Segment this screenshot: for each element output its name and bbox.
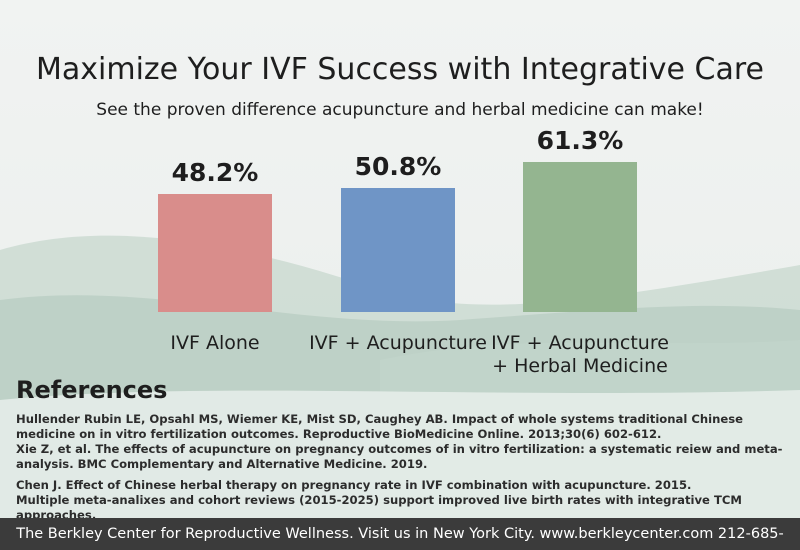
subtitle: See the proven difference acupuncture an… xyxy=(96,100,704,120)
references-list: Hullender Rubin LE, Opsahl MS, Wiemer KE… xyxy=(16,412,786,523)
category-label: IVF + Acupuncture + Herbal Medicine xyxy=(491,332,669,377)
reference: Xie Z, et al. The effects of acupuncture… xyxy=(16,442,783,471)
value-label: 50.8% xyxy=(354,151,442,181)
category-label: IVF + Acupuncture xyxy=(309,332,487,354)
bar xyxy=(158,194,272,312)
category-label: IVF Alone xyxy=(170,332,260,354)
value-label: 48.2% xyxy=(171,158,259,188)
reference: Hullender Rubin LE, Opsahl MS, Wiemer KE… xyxy=(16,412,743,441)
reference: Chen J. Effect of Chinese herbal therapy… xyxy=(16,478,692,492)
bar xyxy=(341,187,455,312)
title: Maximize Your IVF Success with Integrati… xyxy=(35,52,765,87)
value-label: 61.3% xyxy=(536,126,624,155)
bar xyxy=(523,162,637,312)
footer: The Berkley Center for Reproductive Well… xyxy=(0,518,800,550)
chart: 48.2% IVF Alone 50.8% IVF + Acupuncture 61.3… xyxy=(158,126,669,377)
references-heading: References xyxy=(16,376,168,404)
